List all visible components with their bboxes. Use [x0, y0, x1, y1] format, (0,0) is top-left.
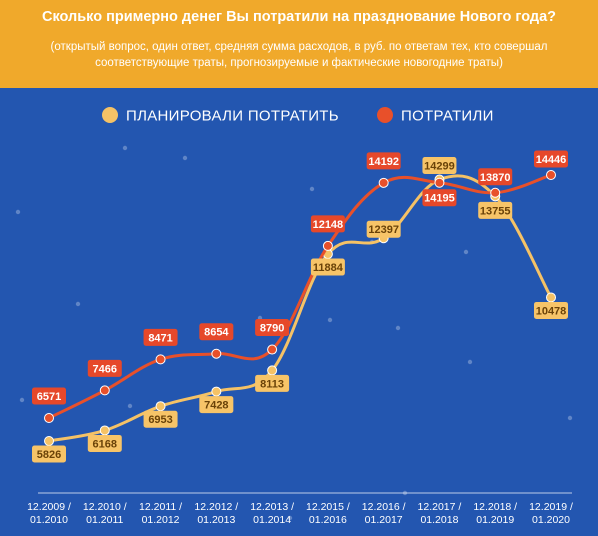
svg-text:14299: 14299 — [424, 161, 455, 173]
x-tick-label: 12.2018 /01.2019 — [473, 501, 517, 526]
legend-label-spent: ПОТРАТИЛИ — [401, 108, 494, 125]
data-point-planned — [267, 365, 278, 376]
data-point-planned — [211, 386, 222, 397]
data-label-spent: 14195 — [422, 189, 457, 207]
svg-text:5826: 5826 — [37, 449, 61, 461]
svg-text:13870: 13870 — [480, 172, 511, 184]
svg-text:13755: 13755 — [480, 205, 511, 217]
sparkle — [15, 209, 21, 215]
x-tick-label: 12.2015 /01.2016 — [306, 501, 350, 526]
chart-subtitle: (открытый вопрос, один ответ, средняя су… — [50, 41, 548, 69]
svg-text:12397: 12397 — [368, 224, 399, 236]
data-label-planned: 10478 — [534, 301, 568, 319]
line-chart: ПЛАНИРОВАЛИ ПОТРАТИТЬ ПОТРАТИЛИ 12.2009 /… — [15, 107, 573, 526]
data-label-spent: 8790 — [255, 319, 290, 337]
data-label-spent: 7466 — [87, 359, 122, 377]
sparkle — [75, 301, 81, 307]
sparkle — [567, 415, 573, 421]
svg-text:8654: 8654 — [204, 327, 229, 339]
sparkle — [467, 359, 473, 365]
sparkle — [463, 249, 469, 255]
data-point-spent — [44, 413, 54, 424]
svg-text:14446: 14446 — [536, 154, 567, 166]
data-label-spent: 14192 — [366, 152, 401, 170]
data-label-planned: 6953 — [143, 410, 178, 428]
data-point-spent — [99, 385, 110, 396]
svg-text:6168: 6168 — [93, 438, 117, 450]
data-point-spent — [546, 170, 556, 180]
svg-text:14192: 14192 — [368, 156, 399, 168]
svg-text:7466: 7466 — [93, 363, 117, 375]
series-line-spent — [47, 173, 553, 420]
data-point-spent — [155, 354, 166, 365]
svg-text:11884: 11884 — [313, 262, 344, 274]
sparkle — [327, 317, 333, 323]
svg-text:10478: 10478 — [536, 305, 567, 317]
svg-text:8790: 8790 — [260, 323, 284, 335]
data-label-spent: 14446 — [534, 150, 568, 168]
sparkle — [182, 155, 188, 161]
data-label-spent: 6571 — [32, 387, 66, 405]
data-point-spent — [490, 187, 501, 198]
sparkle — [287, 515, 293, 521]
series-line-planned — [47, 174, 553, 443]
data-label-spent: 8654 — [199, 323, 234, 341]
svg-text:6953: 6953 — [148, 414, 172, 426]
data-labels: 5826 6168 6953 7428 8113 11884 12397 14299 13755… — [32, 150, 568, 463]
sparkle — [395, 325, 401, 331]
legend-label-planned: ПЛАНИРОВАЛИ ПОТРАТИТЬ — [126, 108, 339, 125]
data-label-planned: 7428 — [199, 396, 234, 414]
data-label-planned: 5826 — [32, 445, 66, 463]
x-tick-label: 12.2010 /01.2011 — [83, 501, 127, 526]
sparkle — [127, 403, 133, 409]
svg-text:14195: 14195 — [424, 193, 455, 205]
data-point-spent — [267, 344, 278, 355]
svg-text:8113: 8113 — [260, 378, 284, 390]
x-tick-label: 12.2009 /01.2010 — [27, 501, 71, 526]
data-point-planned — [546, 292, 556, 303]
data-point-planned — [99, 425, 110, 436]
data-point-spent — [378, 177, 389, 188]
data-point-planned — [155, 401, 166, 412]
svg-text:12148: 12148 — [313, 219, 344, 231]
legend-marker-planned — [102, 107, 118, 123]
sparkle — [122, 145, 128, 151]
svg-text:8471: 8471 — [148, 332, 172, 344]
data-label-planned: 14299 — [422, 157, 457, 175]
x-tick-label: 12.2016 /01.2017 — [362, 501, 406, 526]
data-label-spent: 12148 — [310, 215, 345, 233]
background-sparkles — [15, 145, 573, 521]
data-label-planned: 6168 — [87, 434, 122, 452]
svg-text:6571: 6571 — [37, 391, 61, 403]
sparkle — [19, 397, 25, 403]
data-point-spent — [434, 177, 445, 188]
x-axis: 12.2009 /01.2010 12.2010 /01.2011 12.2011 … — [27, 492, 573, 526]
data-point-planned — [44, 436, 54, 446]
data-point-spent — [211, 348, 222, 359]
data-label-planned: 11884 — [310, 258, 345, 276]
header-bar: Сколько примерно денег Вы потратили на п… — [0, 0, 598, 88]
legend-marker-spent — [377, 107, 393, 123]
legend: ПЛАНИРОВАЛИ ПОТРАТИТЬ ПОТРАТИЛИ — [102, 107, 494, 125]
data-label-spent: 8471 — [143, 328, 178, 346]
data-label-planned: 13755 — [478, 201, 513, 219]
x-tick-label: 12.2011 /01.2012 — [139, 501, 182, 526]
data-label-spent: 13870 — [478, 168, 513, 186]
x-tick-label: 12.2017 /01.2018 — [418, 501, 462, 526]
data-label-planned: 12397 — [366, 220, 401, 238]
chart-title: Сколько примерно денег Вы потратили на п… — [42, 9, 556, 25]
data-label-planned: 8113 — [255, 374, 290, 392]
sparkle — [309, 186, 315, 192]
x-tick-label: 12.2012 /01.2013 — [194, 501, 238, 526]
svg-text:7428: 7428 — [204, 400, 228, 412]
data-point-spent — [322, 240, 333, 251]
x-tick-label: 12.2013 /01.2014 — [250, 501, 294, 526]
x-tick-label: 12.2019 /01.2020 — [529, 501, 573, 526]
